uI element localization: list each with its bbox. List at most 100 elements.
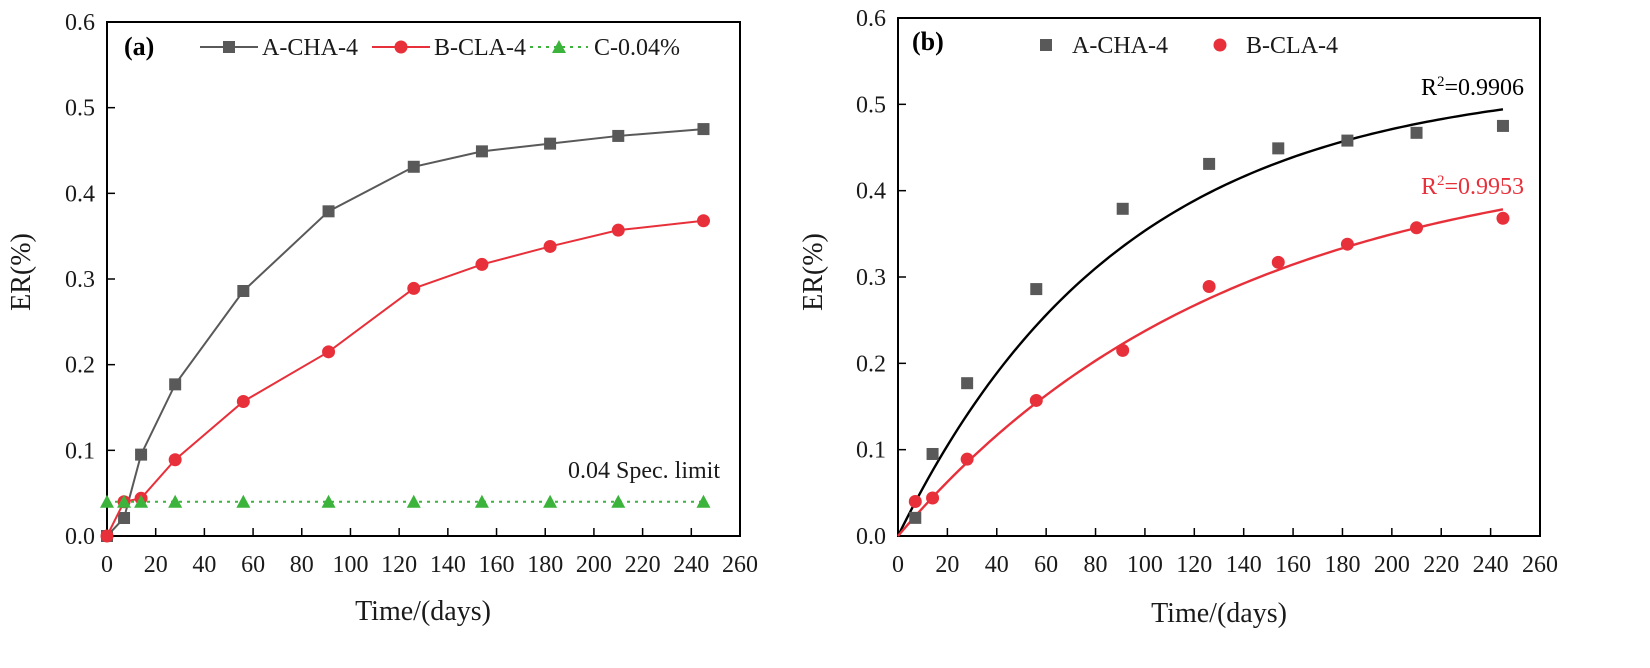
legend-marker-A-CHA-4 <box>223 41 235 53</box>
data-point-B-CLA-4 <box>1271 255 1285 269</box>
panel-a-x-tick-label: 40 <box>192 552 216 578</box>
data-point-C-0.04% <box>100 494 114 508</box>
data-point-B-CLA-4 <box>960 452 974 466</box>
data-point-A-CHA-4 <box>926 447 939 460</box>
panel-b-x-tick-label: 100 <box>1127 552 1163 578</box>
data-point-C-0.04% <box>321 494 336 508</box>
panel-b-y-tick-label: 0.0 <box>856 524 886 550</box>
data-point-A-CHA-4 <box>697 123 710 136</box>
data-point-A-CHA-4 <box>961 377 974 390</box>
data-point-B-CLA-4 <box>236 395 250 409</box>
panel-a-y-tick-label: 0.1 <box>65 438 95 464</box>
data-point-B-CLA-4 <box>475 257 489 271</box>
series-line-B-CLA-4 <box>106 219 704 537</box>
data-point-C-0.04% <box>168 494 183 508</box>
data-point-C-0.04% <box>474 494 489 508</box>
panel-a-x-tick-label: 60 <box>241 552 265 578</box>
data-point-A-CHA-4 <box>322 205 335 218</box>
series-B-CLA-4 <box>100 214 710 543</box>
data-point-B-CLA-4 <box>100 529 114 543</box>
fit-b-r2-value: =0.9953 <box>1444 174 1524 200</box>
data-point-A-CHA-4 <box>1410 126 1423 139</box>
fit-curve-A-CHA-4 fit <box>896 108 1504 537</box>
panel-b-y-tick-label: 0.1 <box>856 438 886 464</box>
data-point-B-CLA-4 <box>322 345 336 359</box>
panel-a-x-tick-label: 180 <box>527 552 563 578</box>
panel-a-x-tick-label: 0 <box>101 552 113 578</box>
panel-a-x-tick-label: 260 <box>722 552 758 578</box>
scatter-series-A-CHA-4 <box>909 119 1509 524</box>
data-point-A-CHA-4 <box>612 129 625 142</box>
data-point-C-0.04% <box>696 494 711 508</box>
data-point-B-CLA-4 <box>168 453 182 467</box>
panel-b-x-tick-label: 220 <box>1423 552 1459 578</box>
panel-a: (a) Time/(days) ER(%) 0.04 Spec. limit <box>6 32 720 627</box>
panel-a-y-tick-label: 0.3 <box>65 267 95 293</box>
panel-b-x-tick-label: 160 <box>1275 552 1311 578</box>
data-point-C-0.04% <box>611 494 626 508</box>
panel-b-x-tick-label: 200 <box>1374 552 1410 578</box>
fit-a-r2-sup: 2 <box>1437 74 1445 90</box>
legend-marker-B-CLA-4 <box>1213 38 1227 52</box>
data-point-B-CLA-4 <box>543 239 557 253</box>
legend-marker-A-CHA-4 <box>1040 39 1052 51</box>
panel-a-axes: 0 20 40 60 80 100 120 140 160 180 200 220 240 260 0.0 0… <box>65 10 758 578</box>
fit-curve-B-CLA-4 fit <box>897 208 1504 537</box>
data-point-A-CHA-4 <box>118 512 131 525</box>
panel-b-plot-frame <box>897 17 1541 537</box>
panel-b-y-tick-label: 0.6 <box>856 6 886 32</box>
data-point-B-CLA-4 <box>1410 221 1424 235</box>
panel-a-x-tick-label: 80 <box>290 552 314 578</box>
panel-b-x-tick-label: 180 <box>1324 552 1360 578</box>
data-point-A-CHA-4 <box>169 378 182 391</box>
panel-b-x-tick-label: 80 <box>1084 552 1108 578</box>
panel-b-x-tick-label: 20 <box>935 552 959 578</box>
panel-a-x-tick-label: 100 <box>332 552 368 578</box>
legend-label-C-0.04%: C-0.04% <box>594 35 680 61</box>
data-point-A-CHA-4 <box>237 284 250 297</box>
data-point-C-0.04% <box>236 494 251 508</box>
panel-b-label: (b) <box>912 27 944 56</box>
legend-marker-B-CLA-4 <box>394 40 408 54</box>
legend-label-B-CLA-4: B-CLA-4 <box>1246 33 1338 59</box>
fit-a-r2-value: =0.9906 <box>1444 75 1524 101</box>
data-point-A-CHA-4 <box>1341 134 1354 147</box>
data-point-A-CHA-4 <box>1496 119 1509 132</box>
panel-b-y-tick-label: 0.4 <box>856 179 886 205</box>
scatter-series-B-CLA-4 <box>908 211 1510 508</box>
panel-b-x-tick-label: 140 <box>1226 552 1262 578</box>
data-point-A-CHA-4 <box>1203 157 1216 170</box>
data-point-B-CLA-4 <box>1340 237 1354 251</box>
data-point-B-CLA-4 <box>611 223 625 237</box>
data-point-A-CHA-4 <box>1272 142 1285 155</box>
panel-b-x-tick-label: 260 <box>1522 552 1558 578</box>
legend-label-A-CHA-4: A-CHA-4 <box>262 35 358 61</box>
panel-a-x-tick-label: 140 <box>430 552 466 578</box>
panel-b: (b) Time/(days) ER(%) R2=0.9906 R2=0.995… <box>798 27 1524 629</box>
panel-b-x-tick-label: 40 <box>985 552 1009 578</box>
panel-a-x-tick-label: 120 <box>381 552 417 578</box>
data-point-A-CHA-4 <box>135 448 148 461</box>
panel-b-y-tick-label: 0.5 <box>856 92 886 118</box>
panel-a-y-axis-label: ER(%) <box>6 233 37 311</box>
fit-a-r2-label: R2=0.9906 <box>1421 74 1524 101</box>
panel-a-x-tick-label: 200 <box>576 552 612 578</box>
data-point-B-CLA-4 <box>1496 211 1510 225</box>
panel-b-x-tick-label: 120 <box>1176 552 1212 578</box>
panel-a-x-tick-label: 20 <box>144 552 168 578</box>
fit-b-r2-prefix: R <box>1421 174 1437 200</box>
panel-a-label: (a) <box>124 32 154 61</box>
panel-b-y-axis-label: ER(%) <box>798 233 829 311</box>
data-point-A-CHA-4 <box>1030 283 1043 296</box>
legend-label-A-CHA-4: A-CHA-4 <box>1072 33 1168 59</box>
data-point-B-CLA-4 <box>1116 343 1130 357</box>
fit-a-r2-prefix: R <box>1421 75 1437 101</box>
panel-a-x-axis-label: Time/(days) <box>355 596 491 627</box>
panel-a-x-tick-label: 240 <box>673 552 709 578</box>
data-point-B-CLA-4 <box>908 494 922 508</box>
panel-b-axes: 0 20 40 60 80 100 120 140 160 180 200 220 240 260 0.0 0… <box>856 6 1558 578</box>
panel-a-y-tick-label: 0.4 <box>65 181 95 207</box>
data-point-A-CHA-4 <box>1116 202 1129 215</box>
data-point-B-CLA-4 <box>407 281 421 295</box>
